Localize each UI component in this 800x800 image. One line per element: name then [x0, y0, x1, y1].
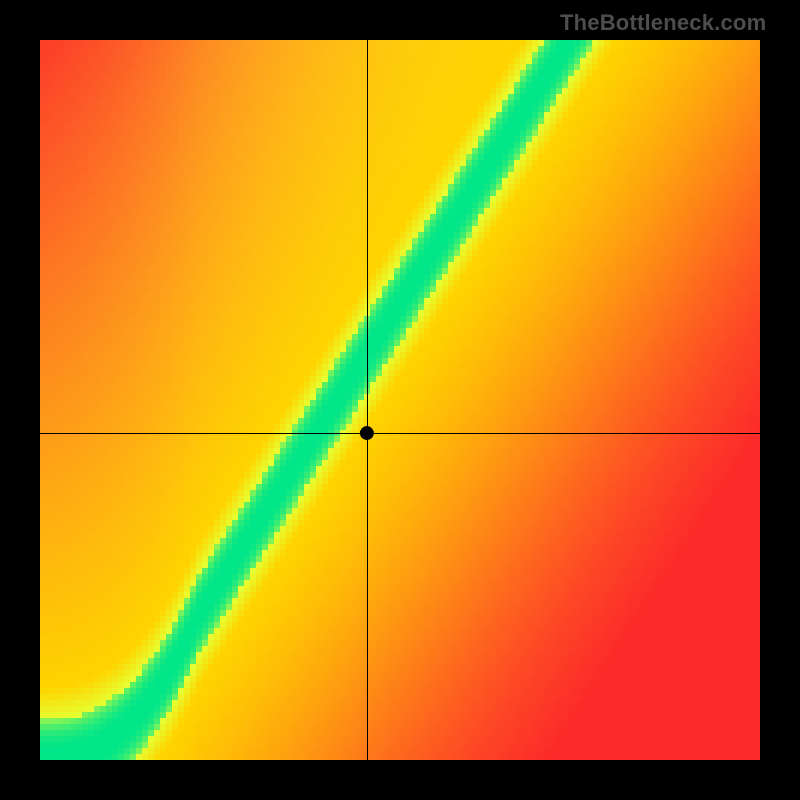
watermark-text: TheBottleneck.com — [560, 10, 766, 36]
overlay-canvas — [40, 40, 760, 760]
